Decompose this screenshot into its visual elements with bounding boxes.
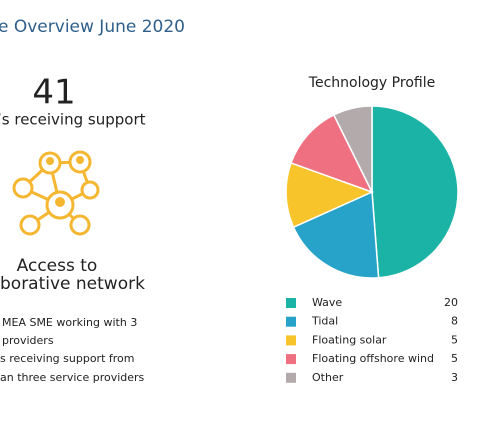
network-label: borative network [0,274,145,294]
legend-swatch [286,354,296,365]
stat-number: 41 [32,73,75,113]
legend-value: 5 [451,333,458,346]
legend-label: Wave [312,296,342,309]
pie-slice [292,190,380,279]
pie-slice [371,105,459,279]
pie-slice [332,105,373,193]
network-label: Access to [17,256,98,276]
page-title: e Overview June 2020 [0,17,185,37]
note: an three service providers [0,371,145,384]
legend-label: Tidal [311,315,338,328]
chart-title: Technology Profile [308,75,435,91]
legend-value: 8 [451,315,458,328]
note: providers [2,334,54,347]
legend-label: Floating solar [312,333,387,346]
pie-slice [290,113,374,194]
legend-value: 3 [451,371,458,384]
network-icon [12,150,100,236]
legend-value: 5 [451,352,458,365]
legend-swatch [286,298,296,308]
legend-label: Other [312,371,344,384]
pie-slice [285,161,375,229]
legend-swatch [286,372,296,383]
note: MEA SME working with 3 [2,316,137,329]
legend-swatch [286,335,296,346]
legend-swatch [286,316,296,327]
legend-label: Floating offshore wind [312,352,434,365]
note: s receiving support from [0,352,135,365]
stat-label: ’s receiving support [0,111,146,129]
legend-value: 20 [444,296,458,309]
